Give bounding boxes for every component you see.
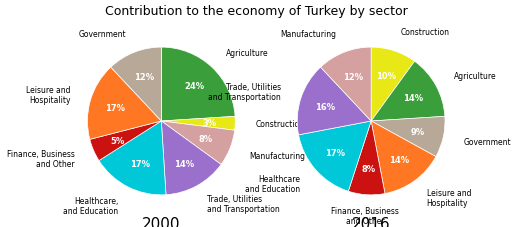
Wedge shape: [348, 121, 385, 195]
Text: 9%: 9%: [411, 127, 425, 136]
Text: 12%: 12%: [134, 72, 154, 81]
Wedge shape: [161, 48, 235, 121]
Text: 14%: 14%: [175, 159, 195, 168]
Text: Agriculture: Agriculture: [454, 72, 497, 81]
Wedge shape: [371, 48, 415, 121]
Wedge shape: [88, 68, 161, 140]
Text: 14%: 14%: [403, 94, 423, 103]
Text: Agriculture: Agriculture: [226, 48, 269, 57]
Text: 12%: 12%: [344, 72, 364, 81]
Text: 5%: 5%: [110, 136, 124, 145]
Text: 17%: 17%: [130, 160, 150, 168]
Text: Construction: Construction: [400, 27, 450, 36]
X-axis label: 2000: 2000: [142, 216, 181, 227]
Text: 16%: 16%: [315, 102, 335, 111]
Wedge shape: [371, 121, 436, 194]
Text: Finance, Business
and Other: Finance, Business and Other: [7, 150, 75, 168]
Wedge shape: [99, 121, 166, 195]
Wedge shape: [298, 121, 371, 191]
Text: 17%: 17%: [325, 149, 345, 158]
Wedge shape: [321, 48, 371, 121]
Text: Finance, Business
and Other: Finance, Business and Other: [331, 206, 399, 225]
Wedge shape: [161, 121, 221, 195]
Text: Government: Government: [463, 138, 511, 146]
Text: Trade, Utilities
and Transportation: Trade, Utilities and Transportation: [207, 195, 280, 213]
Wedge shape: [161, 117, 235, 131]
Wedge shape: [371, 62, 445, 121]
Text: 8%: 8%: [361, 165, 375, 174]
Text: Healthcare,
and Education: Healthcare, and Education: [63, 196, 118, 215]
Text: Manufacturing: Manufacturing: [281, 30, 336, 38]
Wedge shape: [90, 121, 161, 161]
Text: 8%: 8%: [199, 135, 213, 143]
Text: Contribution to the economy of Turkey by sector: Contribution to the economy of Turkey by…: [104, 5, 408, 17]
Text: 24%: 24%: [184, 82, 204, 91]
Text: Construction: Construction: [256, 120, 305, 129]
Text: Manufacturing: Manufacturing: [249, 152, 305, 160]
Wedge shape: [371, 117, 445, 157]
Wedge shape: [297, 68, 371, 135]
Text: Healthcare
and Education: Healthcare and Education: [245, 174, 300, 193]
X-axis label: 2016: 2016: [352, 216, 391, 227]
Text: 14%: 14%: [389, 156, 410, 165]
Text: 3%: 3%: [202, 118, 217, 127]
Wedge shape: [161, 121, 234, 165]
Text: 10%: 10%: [376, 72, 396, 80]
Text: 17%: 17%: [105, 104, 125, 113]
Text: Leisure and
Hospitality: Leisure and Hospitality: [26, 86, 71, 104]
Text: Trade, Utilities
and Transportation: Trade, Utilities and Transportation: [208, 83, 281, 102]
Wedge shape: [111, 48, 161, 121]
Text: Government: Government: [79, 30, 126, 38]
Text: Leisure and
Hospitality: Leisure and Hospitality: [426, 188, 471, 207]
